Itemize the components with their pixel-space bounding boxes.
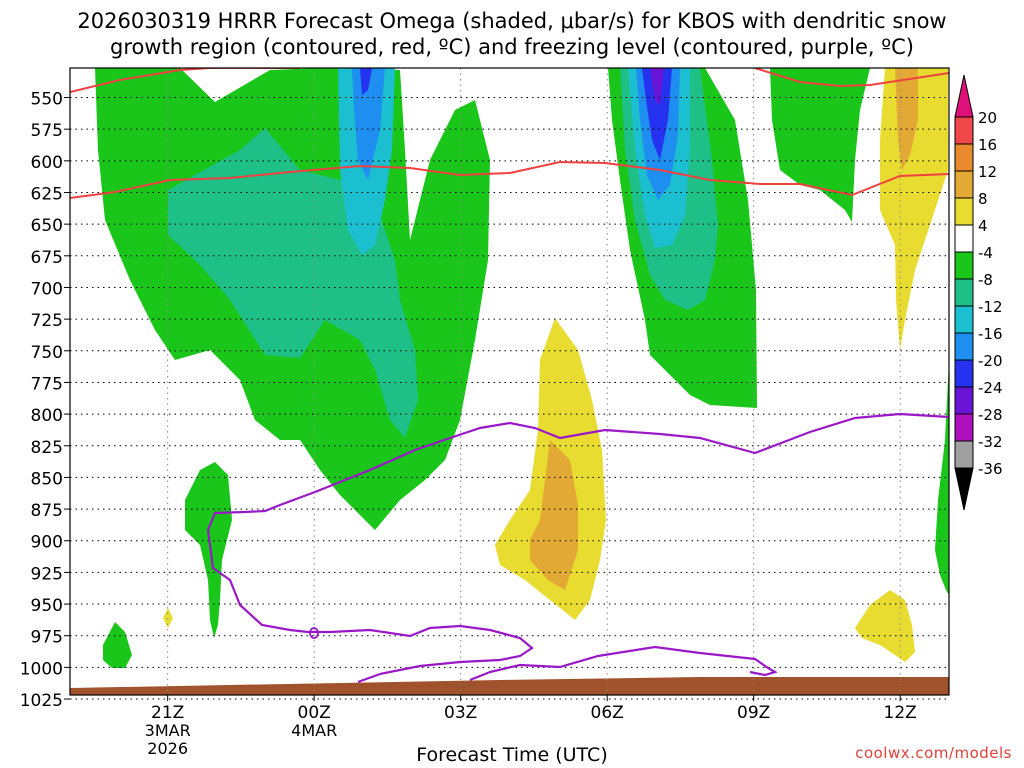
colorbar-bottom-triangle <box>954 467 974 511</box>
colorbar-label: 4 <box>978 217 988 235</box>
colorbar-label: -8 <box>978 271 993 289</box>
y-tick-label: 1000 <box>20 659 63 679</box>
omega-region-orange-2 <box>895 68 918 170</box>
freezing-contours <box>206 412 949 684</box>
colorbar-label: -36 <box>978 460 1003 478</box>
x-tick-label: 12Z <box>884 703 917 723</box>
colorbar-swatch <box>954 359 974 388</box>
y-axis: 550 575 600 625 650 675 700 725 750 775 800 825 850 8… <box>20 90 70 711</box>
dendritic-contours <box>70 68 949 199</box>
y-tick-label: 850 <box>31 469 63 489</box>
colorbar-swatch <box>954 224 974 253</box>
colorbar-label: 16 <box>978 136 997 154</box>
colorbar-swatch <box>954 116 974 145</box>
y-tick-label: 775 <box>31 374 63 394</box>
omega-region-blue-1 <box>352 68 385 180</box>
y-tick-label: 675 <box>31 248 63 268</box>
omega-shading <box>95 68 949 668</box>
dendritic-contour-upper <box>70 68 949 93</box>
y-tick-label: 800 <box>31 406 63 426</box>
horizontal-gridlines <box>70 97 949 700</box>
x-axis-label: Forecast Time (UTC) <box>416 744 608 766</box>
colorbar-swatch <box>954 332 974 361</box>
y-tick-label: 575 <box>31 121 63 141</box>
y-tick-label: 825 <box>31 438 63 458</box>
omega-region-darkblue-1 <box>360 68 372 95</box>
omega-region-green-right-edge <box>935 360 949 595</box>
colorbar-label: -4 <box>978 244 993 262</box>
vertical-gridlines <box>167 68 901 695</box>
y-tick-label: 725 <box>31 311 63 331</box>
watermark: coolwx.com/models <box>855 744 1012 762</box>
omega-region-green-small-2 <box>103 622 132 668</box>
y-tick-label: 600 <box>31 153 63 173</box>
colorbar-top-triangle <box>954 74 974 118</box>
omega-region-yellow-3 <box>855 590 915 662</box>
colorbar-swatch <box>954 305 974 334</box>
omega-region-right-green <box>770 68 870 222</box>
y-tick-label: 875 <box>31 501 63 521</box>
x-tick-label: 3MAR <box>145 721 191 740</box>
colorbar-swatch <box>954 413 974 442</box>
colorbar-label: 8 <box>978 190 988 208</box>
freezing-contour-lower <box>469 645 778 682</box>
x-tick-label: 03Z <box>444 703 477 723</box>
omega-region-yellow-2 <box>880 68 948 350</box>
y-tick-label: 1025 <box>20 691 63 711</box>
freezing-contour-label-ring <box>309 627 319 639</box>
x-tick-label: 4MAR <box>291 721 337 740</box>
x-tick-label: 2026 <box>147 739 188 758</box>
omega-region-mid-darkblue <box>642 68 672 160</box>
freezing-contour-main <box>206 412 949 684</box>
colorbar-swatch <box>954 197 974 226</box>
colorbar-label: -28 <box>978 406 1003 424</box>
x-tick-label: 00Z <box>298 703 331 723</box>
colorbar-label: 20 <box>978 109 997 127</box>
colorbar-label: -24 <box>978 379 1003 397</box>
y-tick-label: 950 <box>31 596 63 616</box>
colorbar-label: -12 <box>978 298 1003 316</box>
ground-terrain <box>70 677 949 695</box>
colorbar-swatch <box>954 170 974 199</box>
x-tick-label: 06Z <box>591 703 624 723</box>
colorbar-swatch <box>954 143 974 172</box>
colorbar-label: 12 <box>978 163 997 181</box>
colorbar-label: -16 <box>978 325 1003 343</box>
y-tick-label: 625 <box>31 184 63 204</box>
colorbar-swatch <box>954 278 974 307</box>
omega-region-green-small-1 <box>185 462 232 638</box>
y-tick-label: 650 <box>31 216 63 236</box>
x-tick-label: 21Z <box>151 703 184 723</box>
colorbar-label: -20 <box>978 352 1003 370</box>
y-tick-label: 900 <box>31 533 63 553</box>
chart-title-line-1: 2026030319 HRRR Forecast Omega (shaded, … <box>77 9 947 33</box>
y-tick-label: 975 <box>31 628 63 648</box>
dendritic-contour-lower <box>70 160 949 199</box>
y-tick-label: 750 <box>31 343 63 363</box>
colorbar-swatch <box>954 440 974 469</box>
y-tick-label: 550 <box>31 90 63 110</box>
y-tick-label: 925 <box>31 564 63 584</box>
colorbar: 20 16 12 8 4 -4 -8 -12 -16 -20 -24 -28 -32 -36 <box>954 74 1003 511</box>
omega-region-mid-purple <box>650 68 664 105</box>
colorbar-label: -32 <box>978 433 1003 451</box>
plot-frame <box>69 67 950 696</box>
colorbar-swatch <box>954 251 974 280</box>
chart-title-line-2: growth region (contoured, red, ºC) and f… <box>110 35 914 59</box>
x-tick-label: 09Z <box>737 703 770 723</box>
colorbar-swatch <box>954 386 974 415</box>
y-tick-label: 700 <box>31 279 63 299</box>
